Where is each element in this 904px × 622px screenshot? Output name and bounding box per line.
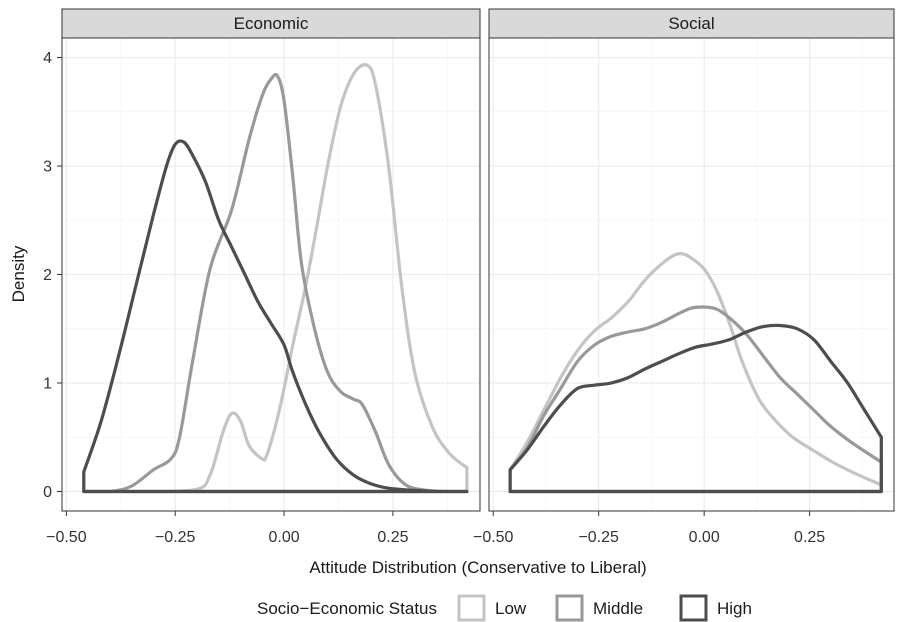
x-tick-label: 0.00 (268, 529, 299, 546)
x-tick-label: −0.25 (578, 529, 619, 546)
legend-key-low (457, 594, 486, 622)
y-axis: 0 1 2 3 4 (43, 50, 62, 501)
strip-economic (61, 8, 481, 39)
panel-title-economic: Economic (234, 14, 309, 33)
series-group-social (508, 251, 883, 494)
x-axis-social: −0.50 −0.25 0.00 0.25 (473, 511, 825, 546)
y-tick-label: 3 (43, 159, 52, 176)
y-tick-label: 2 (43, 267, 52, 284)
x-tick-label: −0.25 (155, 529, 196, 546)
panel-social: Social (488, 8, 895, 512)
y-tick-label: 4 (43, 50, 52, 67)
x-tick-label: 0.25 (377, 529, 408, 546)
x-axis-title: Attitude Distribution (Conservative to L… (309, 558, 646, 577)
density-curve-economic-high (82, 139, 469, 494)
legend-label-high: High (717, 599, 752, 618)
legend-title: Socio−Economic Status (257, 599, 437, 618)
legend-label-middle: Middle (593, 599, 643, 618)
density-curve-social-low (508, 251, 883, 494)
x-tick-label: −0.50 (46, 529, 87, 546)
x-tick-label: 0.00 (689, 529, 720, 546)
density-curve-social-middle (508, 305, 883, 494)
density-curve-economic-middle (82, 72, 469, 494)
density-curve-social-high (508, 323, 883, 494)
panel-border-social (488, 37, 895, 512)
y-tick-label: 0 (43, 484, 52, 501)
legend-key-middle (555, 594, 584, 622)
legend: Socio−Economic Status Low Middle High (257, 594, 752, 622)
y-tick-label: 1 (43, 375, 52, 392)
x-tick-label: −0.50 (473, 529, 514, 546)
panel-title-social: Social (668, 14, 714, 33)
legend-label-low: Low (495, 599, 527, 618)
panel-economic: Economic (61, 8, 481, 512)
y-axis-title: Density (9, 245, 28, 302)
strip-social (488, 8, 895, 39)
legend-key-high (679, 594, 708, 622)
x-tick-label: 0.25 (794, 529, 825, 546)
x-axis-economic: −0.50 −0.25 0.00 0.25 (46, 511, 409, 546)
series-group-economic (82, 63, 469, 494)
